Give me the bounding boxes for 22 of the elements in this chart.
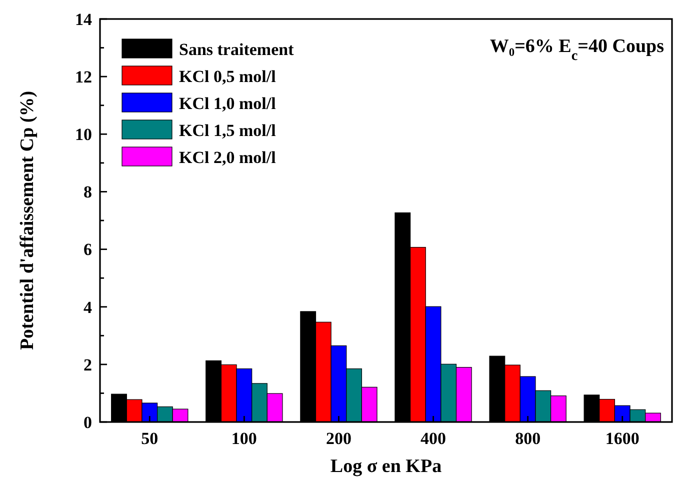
y-tick-label: 0 xyxy=(84,412,92,432)
x-tick-label: 800 xyxy=(515,429,541,448)
y-tick-label: 8 xyxy=(84,182,92,202)
legend-label: Sans traitement xyxy=(179,40,294,59)
y-tick-label: 4 xyxy=(84,298,92,317)
x-tick-label: 50 xyxy=(141,429,158,448)
legend-label: KCl 0,5 mol/l xyxy=(179,66,276,86)
y-tick-label: 14 xyxy=(75,10,92,29)
legend-label: KCl 1,5 mol/l xyxy=(179,120,276,140)
x-tick-label: 100 xyxy=(231,429,257,448)
y-tick-label: 10 xyxy=(75,125,92,144)
x-tick-label: 200 xyxy=(326,429,352,448)
annotation: W₀=6% E$_{c}$=40 Coups xyxy=(490,36,664,64)
x-tick-label: 1600 xyxy=(605,429,640,448)
legend-label: KCl 1,0 mol/l xyxy=(179,94,276,113)
x-axis-title: Log σ en KPa xyxy=(330,456,442,477)
legend-label: KCl 2,0 mol/l xyxy=(179,148,276,167)
y-tick-label: 2 xyxy=(84,355,92,374)
y-tick-label: 6 xyxy=(84,240,92,260)
x-tick-label: 400 xyxy=(420,429,446,448)
y-tick-label: 12 xyxy=(75,68,92,87)
y-axis-title: Potentiel d'affaissement Cp (%) xyxy=(17,90,38,350)
